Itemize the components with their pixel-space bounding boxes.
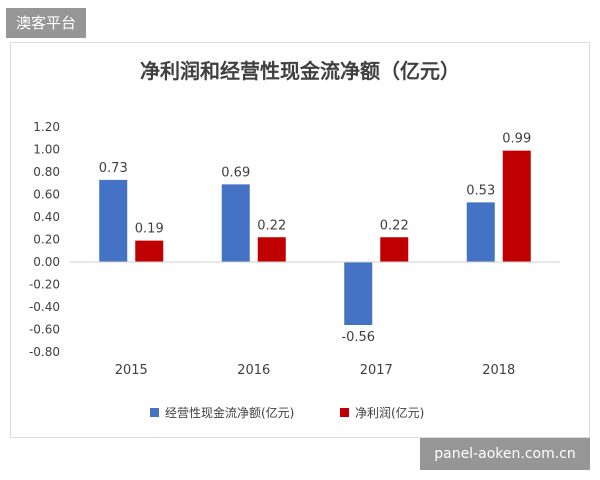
- data-label: 0.69: [221, 165, 250, 180]
- legend-swatch-cashflow: [150, 408, 159, 417]
- bottom-right-watermark: panel-aoken.com.cn: [420, 438, 590, 470]
- legend-label: 经营性现金流净额(亿元): [165, 405, 294, 420]
- data-label: 0.99: [502, 132, 531, 147]
- y-tick-label: 0.20: [33, 233, 60, 247]
- data-label: 0.22: [257, 218, 286, 233]
- x-tick-label: 2015: [115, 363, 148, 378]
- y-tick-label: 0.00: [33, 255, 60, 269]
- data-label: 0.22: [380, 218, 409, 233]
- legend-swatch-netprofit: [340, 408, 349, 417]
- data-label: 0.73: [99, 161, 128, 176]
- data-label: 0.53: [466, 183, 495, 198]
- y-tick-label: 0.80: [33, 165, 60, 179]
- bar-netprofit-2018: [502, 150, 531, 262]
- bar-netprofit-2016: [257, 237, 286, 262]
- y-axis: 1.20 1.00 0.80 0.60 0.40 0.20 0.00 -0.20 -0.40 -0…: [29, 120, 60, 359]
- legend-label: 净利润(亿元): [355, 405, 424, 420]
- y-tick-label: -0.40: [29, 300, 60, 314]
- chart-frame: [10, 42, 590, 438]
- y-tick-label: -0.80: [29, 345, 60, 359]
- bar-cashflow-2018: [466, 202, 495, 262]
- bar-netprofit-2017: [380, 237, 409, 262]
- y-tick-label: 0.40: [33, 210, 60, 224]
- x-tick-label: 2018: [482, 363, 515, 378]
- y-tick-label: -0.20: [29, 278, 60, 292]
- y-tick-label: 1.20: [33, 120, 60, 134]
- legend: 经营性现金流净额(亿元) 净利润(亿元): [150, 405, 424, 420]
- chart-title: 净利润和经营性现金流净额（亿元）: [140, 59, 460, 83]
- bar-netprofit-2015: [135, 240, 164, 262]
- data-label: -0.56: [341, 330, 375, 345]
- x-tick-label: 2016: [237, 363, 270, 378]
- y-tick-label: 1.00: [33, 143, 60, 157]
- top-left-watermark: 澳客平台: [6, 8, 87, 38]
- y-tick-label: 0.60: [33, 188, 60, 202]
- bar-cashflow-2016: [221, 184, 250, 262]
- bar-cashflow-2015: [99, 179, 128, 262]
- y-tick-label: -0.60: [29, 323, 60, 337]
- x-axis: 2015 2016 2017 2018: [70, 261, 560, 378]
- data-label: 0.19: [135, 222, 164, 237]
- bars: 0.73 0.19 0.69 0.22 -0.56 0.22 0.53 0.99: [99, 132, 531, 345]
- bar-cashflow-2017: [344, 262, 373, 325]
- x-tick-label: 2017: [360, 363, 393, 378]
